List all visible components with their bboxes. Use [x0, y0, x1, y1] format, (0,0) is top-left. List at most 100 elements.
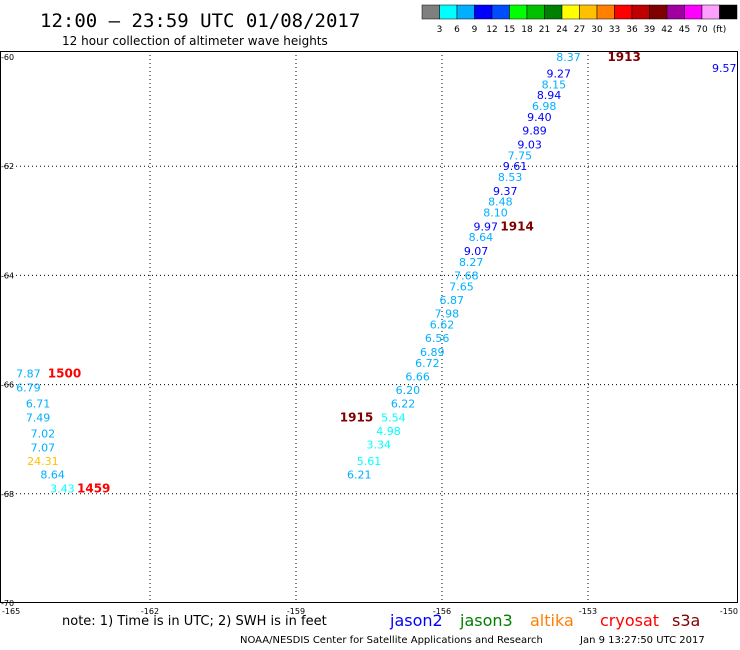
swh-value-label: 9.03: [517, 138, 542, 151]
color-scale-swatch: [666, 4, 685, 20]
swh-value-label: 9.57: [712, 62, 737, 75]
swh-value-label: 5.61: [357, 455, 382, 468]
color-scale-swatch: [684, 4, 703, 20]
swh-value-label: 6.21: [347, 469, 372, 482]
color-scale-label: 30: [591, 25, 603, 35]
swh-value-label: 6.98: [532, 100, 557, 113]
swh-value-label: 9.97: [474, 220, 499, 233]
color-scale-swatch: [596, 4, 615, 20]
swh-value-label: 6.79: [16, 381, 41, 394]
time-label: 1500: [48, 367, 81, 381]
color-scale-label: 3: [437, 25, 443, 35]
x-tick-label: -153: [579, 607, 597, 616]
y-tick-label: -62: [1, 162, 14, 171]
x-tick-label: -156: [433, 607, 451, 616]
satellite-legend-jason3: jason3: [459, 611, 513, 630]
color-scale-label: (ft): [713, 25, 727, 35]
chart-title: 12:00 – 23:59 UTC 01/08/2017: [40, 10, 360, 32]
swh-value-label: 7.75: [508, 149, 533, 162]
swh-value-label: 7.68: [454, 269, 479, 282]
credit-text: NOAA/NESDIS Center for Satellite Applica…: [240, 635, 543, 646]
color-scale-label: 45: [679, 25, 690, 35]
swh-value-label: 7.07: [31, 441, 56, 454]
color-scale-legend: 3 6 9 12 15 18 21 24 27 30 33 36 39 42 45 70 (ft): [421, 4, 738, 35]
swh-value-label: 8.48: [488, 196, 513, 209]
swh-value-label: 9.89: [522, 125, 547, 138]
color-scale-label: 9: [472, 25, 478, 35]
color-scale-swatch: [526, 4, 545, 20]
x-tick-label: -150: [720, 607, 738, 616]
color-scale-label: 70: [696, 25, 708, 35]
color-scale-swatch: [561, 4, 580, 20]
y-tick-label: -64: [1, 271, 14, 280]
swh-value-label: 4.98: [376, 425, 401, 438]
swh-value-label: 8.37: [556, 51, 581, 64]
color-scale-label: 6: [454, 25, 460, 35]
color-scale-swatch: [701, 4, 720, 20]
swh-value-label: 8.27: [459, 256, 484, 269]
swh-value-label: 8.15: [542, 78, 567, 91]
swh-value-label: 7.98: [435, 308, 460, 321]
color-scale-label: 21: [539, 25, 550, 35]
x-tick-label: -165: [2, 607, 20, 616]
time-label: 1913: [607, 50, 640, 64]
color-scale-swatch: [509, 4, 528, 20]
color-scale-swatch: [544, 4, 563, 20]
color-scale-swatch: [631, 4, 650, 20]
color-scale-label: 33: [609, 25, 620, 35]
swh-value-label: 7.02: [31, 428, 56, 441]
swh-value-label: 24.31: [27, 455, 59, 468]
swh-value-label: 8.64: [40, 469, 65, 482]
swh-value-label: 6.56: [425, 332, 450, 345]
color-scale-label: 18: [521, 25, 533, 35]
swh-value-label: 6.89: [420, 346, 445, 359]
swh-value-label: 6.87: [439, 294, 464, 307]
satellite-legend-cryosat: cryosat: [600, 611, 659, 630]
satellite-legend-jason2: jason2: [389, 611, 443, 630]
color-scale-label: 27: [574, 25, 585, 35]
time-label: 1459: [77, 481, 110, 495]
color-scale-swatch: [491, 4, 510, 20]
swh-value-label: 7.65: [449, 280, 474, 293]
satellite-legend-s3a: s3a: [672, 611, 700, 630]
color-scale-label: 24: [556, 25, 568, 35]
color-scale-swatch: [439, 4, 458, 20]
color-scale-swatch: [456, 4, 475, 20]
color-scale-swatch: [579, 4, 598, 20]
swh-value-label: 8.64: [469, 231, 494, 244]
swh-value-label: 6.72: [415, 357, 440, 370]
satellite-legend: jason2 jason3 altika cryosat s3a: [389, 611, 700, 630]
swh-value-label: 6.62: [430, 319, 455, 332]
swh-value-label: 3.34: [366, 439, 391, 452]
color-scale-swatch: [421, 4, 440, 20]
y-tick-label: -60: [1, 53, 14, 62]
swh-value-label: 9.37: [493, 185, 518, 198]
color-scale-swatch: [649, 4, 668, 20]
swh-value-label: 9.27: [547, 67, 572, 80]
time-label: 1915: [340, 410, 373, 424]
plot-frame: [0, 51, 738, 603]
swh-value-label: 8.10: [483, 207, 508, 220]
footer-note: note: 1) Time is in UTC; 2) SWH is in fe…: [62, 614, 327, 629]
swh-value-label: 9.40: [527, 111, 552, 124]
y-tick-label: -70: [1, 599, 14, 608]
color-scale-swatch: [474, 4, 493, 20]
color-scale-swatch: [614, 4, 633, 20]
swh-value-label: 6.66: [405, 370, 430, 383]
timestamp-text: Jan 9 13:27:50 UTC 2017: [579, 635, 705, 646]
color-scale-label: 12: [486, 25, 497, 35]
y-tick-label: -66: [1, 381, 14, 390]
time-label: 1914: [500, 219, 533, 233]
color-scale-label: 42: [661, 25, 672, 35]
plot-area: -165 -162 -159 -156 -153 -150 -60 -62 -64 -66 -68 -…: [0, 50, 738, 616]
swh-value-label: 9.07: [464, 245, 489, 258]
swh-value-label: 8.94: [537, 89, 562, 102]
x-tick-label: -162: [141, 607, 159, 616]
satellite-legend-altika: altika: [530, 611, 574, 630]
swh-value-label: 6.22: [391, 398, 416, 411]
swh-value-label: 5.54: [381, 411, 406, 424]
swh-value-label: 7.49: [26, 411, 51, 424]
color-scale-label: 15: [504, 25, 515, 35]
swh-value-label: 6.20: [396, 384, 421, 397]
